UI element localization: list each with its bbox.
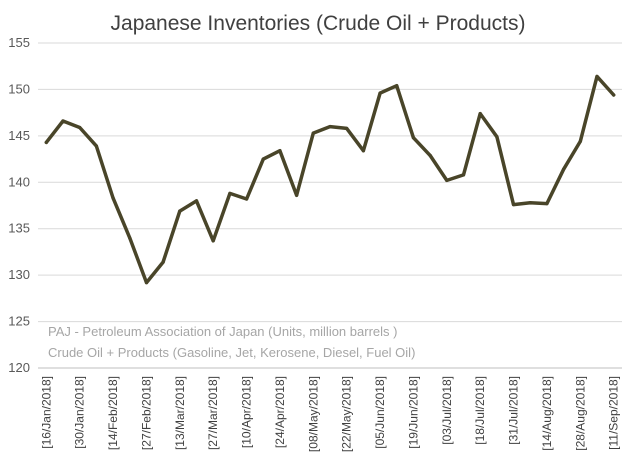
data-point <box>578 139 582 144</box>
x-tick-label: [31/Jul/2018] <box>507 376 521 445</box>
source-note-line-2: Crude Oil + Products (Gasoline, Jet, Ker… <box>48 345 415 360</box>
gridlines <box>38 42 622 369</box>
data-point <box>411 136 416 140</box>
data-point <box>94 144 98 148</box>
x-tick-label: [28/Aug/2018] <box>573 376 587 451</box>
data-point <box>311 131 315 135</box>
data-point <box>144 280 149 285</box>
data-point <box>612 93 616 97</box>
x-tick-label: [24/Apr/2018] <box>273 376 287 448</box>
x-tick-label: [05/Jun/2018] <box>373 376 387 449</box>
x-tick-label: [27/Feb/2018] <box>139 376 153 450</box>
x-tick-label: [22/May/2018] <box>340 376 354 452</box>
data-point <box>395 84 399 88</box>
y-tick-label: 155 <box>8 35 30 50</box>
data-point <box>78 125 82 130</box>
data-point <box>328 124 332 129</box>
y-axis-ticks: 120 125 130 135 140 145 150 155 <box>8 35 30 375</box>
data-point <box>478 111 482 116</box>
x-tick-label: [11/Sep/2018] <box>607 376 621 450</box>
data-point <box>595 74 599 79</box>
data-point <box>178 209 182 213</box>
data-point <box>495 135 499 139</box>
data-point <box>528 201 532 205</box>
data-point <box>378 91 382 95</box>
data-point <box>111 196 115 200</box>
data-point <box>244 197 249 201</box>
data-point <box>361 149 365 153</box>
y-tick-label: 125 <box>8 314 30 329</box>
data-point <box>511 202 516 207</box>
data-point <box>445 178 449 183</box>
x-tick-label: [27/Mar/2018] <box>206 376 220 450</box>
data-point <box>228 191 232 196</box>
x-tick-label: [08/May/2018] <box>306 376 320 452</box>
data-point <box>211 239 215 243</box>
y-tick-label: 145 <box>8 128 30 143</box>
data-point <box>428 153 432 157</box>
chart-title: Japanese Inventories (Crude Oil + Produc… <box>111 12 526 35</box>
data-point <box>161 260 165 264</box>
x-tick-label: [18/Jul/2018] <box>473 376 487 445</box>
source-notes: PAJ - Petroleum Association of Japan (Un… <box>48 324 415 360</box>
y-tick-label: 135 <box>8 221 30 236</box>
x-tick-label: [19/Jun/2018] <box>406 376 420 449</box>
x-tick-label: [14/Aug/2018] <box>540 376 554 451</box>
data-point <box>194 199 199 203</box>
data-point <box>61 119 65 123</box>
series-line <box>44 74 616 285</box>
data-point <box>44 140 48 144</box>
x-tick-label: [03/Jul/2018] <box>440 376 454 445</box>
x-tick-label: [13/Mar/2018] <box>173 376 187 450</box>
data-point <box>345 126 349 131</box>
x-tick-label: [16/Jan/2018] <box>39 376 53 449</box>
data-point <box>295 193 299 197</box>
series-layer <box>44 74 616 285</box>
data-point <box>278 149 282 153</box>
data-point <box>461 173 466 177</box>
source-note-line-1: PAJ - Petroleum Association of Japan (Un… <box>48 324 397 339</box>
y-tick-label: 140 <box>8 174 30 189</box>
data-point <box>261 157 265 161</box>
y-tick-label: 120 <box>8 360 30 375</box>
data-point <box>545 202 549 206</box>
x-tick-label: [30/Jan/2018] <box>73 376 87 449</box>
data-point <box>562 167 566 171</box>
x-tick-label: [14/Feb/2018] <box>106 376 120 450</box>
y-tick-label: 130 <box>8 267 30 282</box>
y-tick-label: 150 <box>8 81 30 96</box>
x-axis-ticks: [16/Jan/2018] [30/Jan/2018] [14/Feb/2018] [… <box>39 376 620 452</box>
x-tick-label: [10/Apr/2018] <box>240 376 254 448</box>
data-point <box>128 236 132 240</box>
